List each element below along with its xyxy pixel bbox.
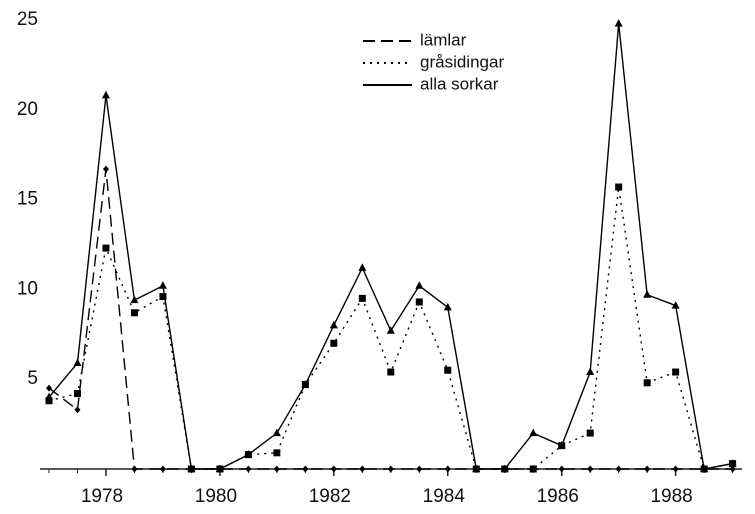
y-tick-label: 10 <box>17 278 38 299</box>
marker <box>644 465 651 473</box>
y-tick-label: 25 <box>17 9 38 30</box>
marker <box>358 294 366 302</box>
marker <box>358 263 367 271</box>
marker <box>586 367 595 376</box>
marker <box>273 465 280 473</box>
x-tick-label: 1988 <box>650 486 692 507</box>
marker <box>187 464 196 472</box>
marker <box>557 441 566 449</box>
marker <box>244 450 253 458</box>
marker <box>46 384 52 392</box>
marker <box>130 295 139 304</box>
marker <box>159 293 167 301</box>
marker <box>101 90 110 99</box>
marker <box>272 428 281 437</box>
x-tick-label: 1980 <box>195 486 237 507</box>
marker <box>671 301 680 309</box>
marker <box>245 465 252 473</box>
marker <box>131 465 138 473</box>
marker <box>472 464 481 472</box>
marker <box>158 281 167 289</box>
series-line <box>48 23 733 470</box>
marker <box>359 465 366 473</box>
legend-label: lämlar <box>420 30 467 49</box>
marker <box>273 449 281 457</box>
marker <box>529 428 538 437</box>
marker <box>615 183 623 191</box>
legend-label: gråsidingar <box>420 52 504 71</box>
y-tick-label: 15 <box>17 189 38 210</box>
marker <box>130 309 138 317</box>
marker <box>215 464 224 472</box>
marker <box>500 464 509 472</box>
marker <box>74 406 81 414</box>
marker <box>159 465 166 473</box>
marker <box>728 459 737 467</box>
marker <box>558 465 565 473</box>
marker <box>415 281 424 289</box>
y-tick-label: 20 <box>17 99 38 120</box>
legend-label: alla sorkar <box>420 74 499 93</box>
marker <box>330 339 338 347</box>
marker <box>529 465 537 473</box>
marker <box>615 465 622 473</box>
marker <box>386 326 395 334</box>
marker <box>387 368 395 376</box>
marker <box>301 380 310 388</box>
series-line <box>48 168 733 470</box>
marker <box>672 368 680 376</box>
x-tick-label: 1984 <box>423 486 466 507</box>
marker <box>443 302 452 311</box>
marker <box>444 465 451 473</box>
marker <box>416 465 423 473</box>
marker <box>672 465 679 473</box>
marker <box>643 379 651 387</box>
marker <box>415 298 423 306</box>
y-tick-label: 5 <box>27 368 38 389</box>
x-tick-label: 1986 <box>537 486 579 507</box>
marker <box>102 244 110 252</box>
marker <box>102 165 109 173</box>
marker <box>45 397 53 405</box>
marker <box>444 366 452 374</box>
marker <box>387 465 394 473</box>
x-tick-label: 1978 <box>81 486 123 507</box>
marker <box>73 358 82 367</box>
x-tick-label: 1982 <box>309 486 351 507</box>
marker <box>614 19 623 27</box>
marker <box>302 465 309 473</box>
marker <box>330 465 337 473</box>
marker <box>700 464 709 472</box>
marker <box>729 465 736 473</box>
marker <box>73 390 81 398</box>
marker <box>643 290 652 298</box>
marker <box>587 465 594 473</box>
marker <box>45 392 53 401</box>
marker <box>586 429 594 437</box>
marker <box>329 320 338 329</box>
